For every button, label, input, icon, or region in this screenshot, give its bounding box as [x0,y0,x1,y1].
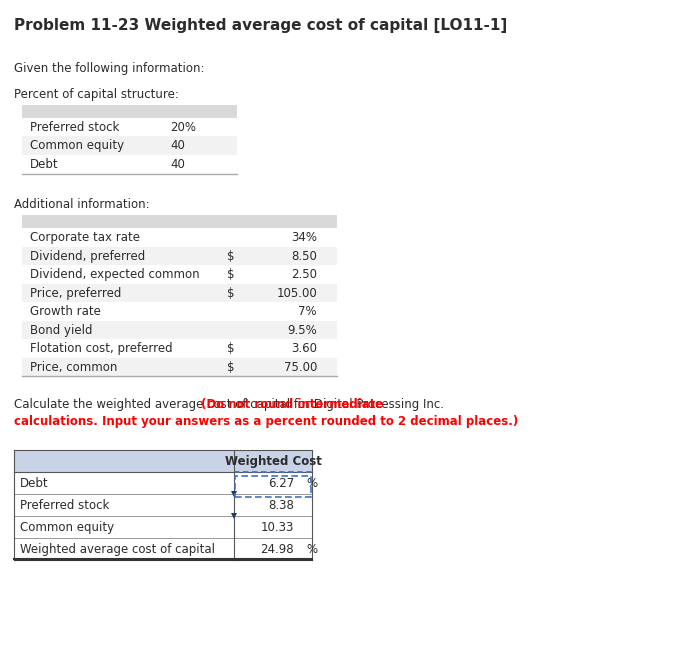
Text: Given the following information:: Given the following information: [14,62,205,75]
Text: Problem 11-23 Weighted average cost of capital [LO11-1]: Problem 11-23 Weighted average cost of c… [14,18,507,33]
Text: Preferred stock: Preferred stock [20,499,110,512]
Text: $: $ [227,250,234,263]
Text: 40: 40 [170,158,185,171]
Text: 2.50: 2.50 [291,268,317,281]
Bar [22,105,237,118]
Text: Debt: Debt [30,158,59,171]
Text: (Do not round intermediate: (Do not round intermediate [201,399,384,411]
Text: calculations. Input your answers as a percent rounded to 2 decimal places.): calculations. Input your answers as a pe… [14,415,518,429]
Text: 7%: 7% [298,305,317,318]
Text: 10.33: 10.33 [260,521,294,534]
Text: Weighted Cost: Weighted Cost [225,455,322,468]
Text: Growth rate: Growth rate [30,305,101,318]
Text: $: $ [227,343,234,355]
Text: 24.98: 24.98 [260,543,294,556]
Text: 8.38: 8.38 [268,499,294,512]
Text: 20%: 20% [170,120,196,134]
Text: 40: 40 [170,139,185,153]
Text: 75.00: 75.00 [283,361,317,374]
Text: 9.5%: 9.5% [287,324,317,337]
Text: Price, common: Price, common [30,361,117,374]
Bar [22,136,237,155]
Text: Flotation cost, preferred: Flotation cost, preferred [30,343,173,355]
Text: 34%: 34% [291,231,317,244]
Text: Common equity: Common equity [30,139,124,153]
Text: %: % [306,477,317,490]
Text: Dividend, expected common: Dividend, expected common [30,268,200,281]
Bar [22,247,337,266]
Text: Common equity: Common equity [20,521,114,534]
Bar [22,358,337,377]
Bar [22,215,337,229]
Text: 105.00: 105.00 [276,287,317,300]
Text: %: % [306,543,317,556]
Text: 3.60: 3.60 [291,343,317,355]
Text: Corporate tax rate: Corporate tax rate [30,231,140,244]
Text: Weighted average cost of capital: Weighted average cost of capital [20,543,215,556]
Text: Calculate the weighted average cost of capital for Digital Processing Inc.: Calculate the weighted average cost of c… [14,399,448,411]
Text: Percent of capital structure:: Percent of capital structure: [14,88,179,101]
Text: Price, preferred: Price, preferred [30,287,121,300]
Text: $: $ [227,361,234,374]
Text: Preferred stock: Preferred stock [30,120,119,134]
Text: 8.50: 8.50 [291,250,317,263]
Bar [235,476,311,498]
Text: 6.27: 6.27 [268,477,294,490]
Text: Bond yield: Bond yield [30,324,92,337]
Bar [22,321,337,339]
Text: Additional information:: Additional information: [14,199,149,211]
Bar [14,450,312,472]
Text: $: $ [227,287,234,300]
Text: Debt: Debt [20,477,48,490]
Bar [22,284,337,302]
Text: Dividend, preferred: Dividend, preferred [30,250,145,263]
Text: $: $ [227,268,234,281]
